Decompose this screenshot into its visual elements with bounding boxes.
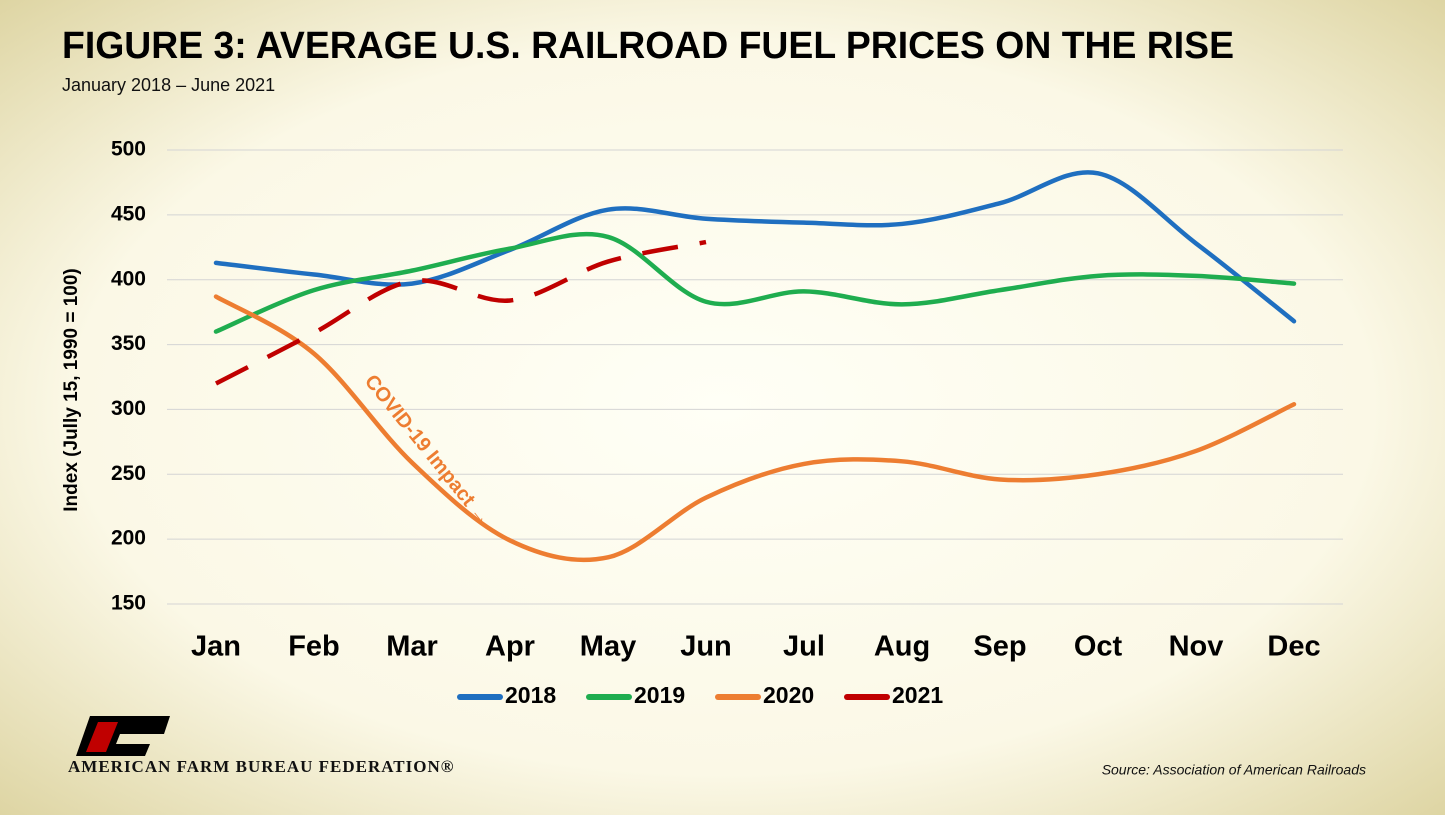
y-tick-label: 500 (111, 138, 146, 161)
x-tick-label: Oct (1074, 631, 1123, 663)
x-tick-label: Dec (1267, 631, 1320, 663)
series-line (214, 239, 707, 386)
y-tick-label: 250 (111, 462, 146, 485)
x-tick-label: Sep (973, 631, 1026, 663)
x-tick-label: Nov (1169, 631, 1224, 663)
legend-label: 2020 (763, 682, 814, 708)
x-tick-label: Jun (680, 631, 732, 663)
series-line (213, 294, 1297, 563)
x-tick-label: May (580, 631, 636, 663)
x-tick-label: Aug (874, 631, 930, 663)
y-tick-label: 300 (111, 397, 146, 420)
logo-mark (86, 722, 118, 752)
x-tick-label: Jan (191, 631, 241, 663)
legend-label: 2021 (892, 682, 943, 708)
y-axis-label: Index (Jully 15, 1990 = 100) (61, 268, 82, 511)
x-tick-label: Jul (783, 631, 825, 663)
chart-title: FIGURE 3: AVERAGE U.S. RAILROAD FUEL PRI… (62, 25, 1234, 67)
logo (76, 716, 170, 756)
source: Source: Association of American Railroad… (1102, 762, 1366, 778)
x-tick-label: Feb (288, 631, 340, 663)
x-tick-label: Mar (386, 631, 438, 663)
x-tick-label: Apr (485, 631, 535, 663)
series-line (213, 231, 1297, 334)
logo-text: AMERICAN FARM BUREAU FEDERATION® (68, 757, 454, 776)
y-tick-label: 450 (111, 202, 146, 225)
y-tick-label: 400 (111, 267, 146, 290)
y-tick-label: 150 (111, 592, 146, 615)
chart-subtitle: January 2018 – June 2021 (62, 75, 275, 95)
series-line (213, 170, 1297, 324)
legend-label: 2019 (634, 682, 685, 708)
y-tick-label: 350 (111, 332, 146, 355)
y-tick-label: 200 (111, 527, 146, 550)
legend-label: 2018 (505, 682, 556, 708)
